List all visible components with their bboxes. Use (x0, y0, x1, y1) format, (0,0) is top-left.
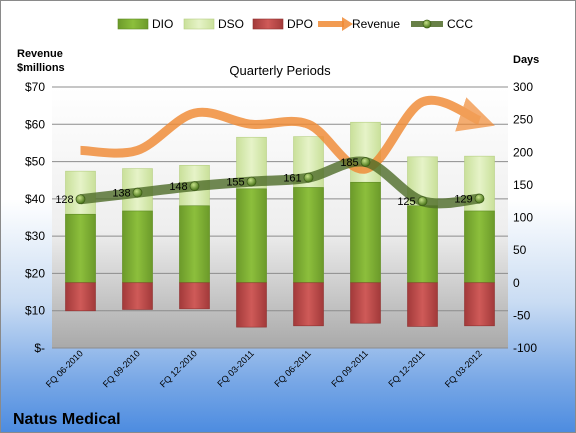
legend-arrow-head (342, 17, 353, 31)
ccc-point (75, 194, 86, 205)
dpo-bar (350, 282, 381, 324)
ccc-data-label: 125 (397, 196, 415, 208)
category-label: FQ 06-2010 (44, 348, 85, 389)
left-tick-label: $50 (25, 155, 45, 169)
category-label: FQ 03-2012 (443, 348, 484, 389)
ccc-data-label: 185 (340, 157, 358, 169)
company-name: Natus Medical (13, 411, 121, 428)
right-tick-label: 150 (513, 178, 533, 192)
left-tick-label: $40 (25, 192, 45, 206)
ccc-series: 128 138 148 155 161 185 125 129 (55, 156, 485, 209)
ccc-point (360, 157, 371, 167)
right-tick-label: -100 (513, 341, 537, 355)
category-label: FQ 12-2010 (158, 348, 199, 389)
dio-bar (122, 210, 153, 284)
dpo-bar (122, 282, 153, 310)
left-tick-label: $20 (25, 266, 45, 280)
right-tick-label: 0 (513, 276, 520, 290)
ccc-data-label: 161 (283, 173, 301, 185)
dio-bar (179, 205, 210, 284)
ccc-point (189, 181, 200, 192)
category-label: FQ 03-2011 (215, 348, 256, 389)
y-right-title: Days (513, 54, 539, 66)
legend-swatch-dpo (252, 18, 284, 30)
dio-bar (407, 205, 438, 284)
y-left-title-line1: Revenue (17, 48, 63, 60)
left-axis: $- $10 $20 $30 $40 $50 $60 $70 (25, 80, 45, 355)
right-tick-label: 100 (513, 211, 533, 225)
revenue-line (80, 95, 495, 174)
legend-ccc-dot (422, 19, 432, 29)
ccc-point (417, 196, 428, 207)
dio-bar (65, 213, 96, 284)
dpo-bar (293, 282, 324, 327)
dpo-bar (179, 282, 210, 310)
ccc-point (474, 193, 485, 204)
bars (65, 121, 495, 328)
ccc-data-label: 138 (112, 188, 130, 200)
category-label: FQ 12-2011 (386, 348, 427, 389)
legend-label-revenue: Revenue (352, 17, 400, 31)
legend-label-ccc: CCC (447, 17, 473, 31)
left-tick-label: $10 (25, 304, 45, 318)
dio-bar (464, 210, 495, 284)
chart-subtitle: Quarterly Periods (229, 63, 331, 78)
revenue-series (80, 95, 495, 174)
right-tick-label: -50 (513, 308, 531, 322)
ccc-data-label: 155 (226, 177, 244, 189)
ccc-point (303, 172, 314, 183)
right-tick-label: 250 (513, 113, 533, 127)
left-tick-label: $30 (25, 229, 45, 243)
legend-label-dio: DIO (152, 17, 173, 31)
right-tick-label: 300 (513, 80, 533, 94)
category-label: FQ 06-2011 (272, 348, 313, 389)
right-tick-label: 50 (513, 243, 527, 257)
left-tick-label: $60 (25, 117, 45, 131)
dio-bar (350, 181, 381, 284)
y-left-title-line2: $millions (17, 62, 65, 74)
dpo-bar (464, 282, 495, 327)
legend: DIO DSO DPO Revenue CCC (117, 17, 473, 31)
right-tick-label: 200 (513, 145, 533, 159)
category-label: FQ 09-2010 (101, 348, 142, 389)
dio-bar (236, 188, 267, 284)
legend-swatch-dso (183, 18, 215, 30)
category-axis: FQ 06-2010 FQ 09-2010 FQ 12-2010 FQ 03-2011… (44, 348, 484, 389)
ccc-data-label: 128 (55, 194, 73, 206)
ccc-point (132, 187, 143, 198)
category-label: FQ 09-2011 (329, 348, 370, 389)
legend-label-dpo: DPO (287, 17, 313, 31)
dpo-bar (236, 282, 267, 328)
legend-label-dso: DSO (218, 17, 244, 31)
dpo-bar (407, 282, 438, 327)
left-tick-label: $- (34, 341, 45, 355)
left-tick-label: $70 (25, 80, 45, 94)
ccc-line (79, 156, 481, 209)
ccc-point (246, 176, 257, 187)
dio-bar (293, 187, 324, 284)
right-axis: -100 -50 0 50 100 150 200 250 300 (513, 80, 537, 355)
legend-swatch-dio (117, 18, 149, 30)
ccc-data-label: 148 (169, 181, 187, 193)
dpo-bar (65, 282, 96, 312)
ccc-data-label: 129 (454, 194, 472, 206)
